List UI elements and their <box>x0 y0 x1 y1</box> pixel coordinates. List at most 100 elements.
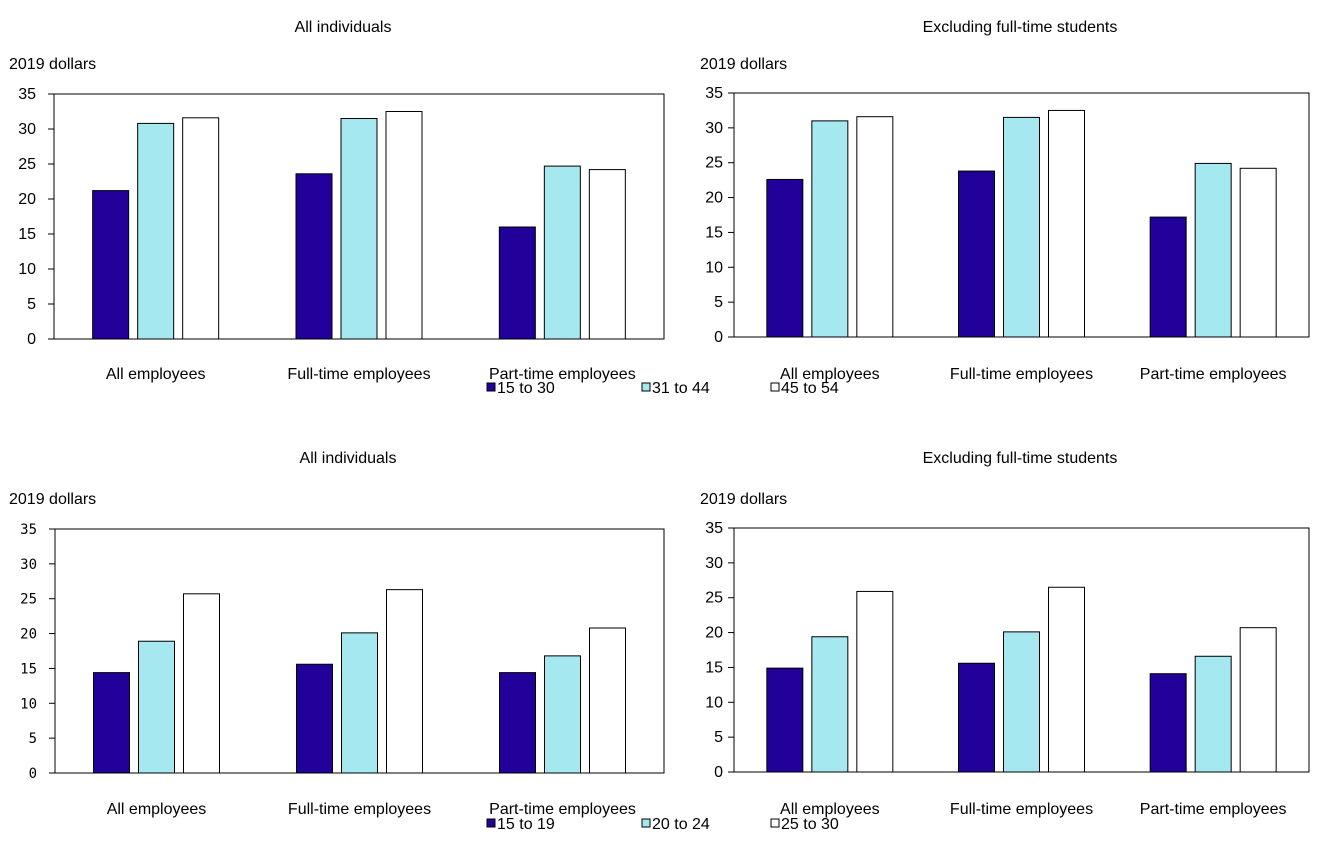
bar-3-1 <box>856 116 894 338</box>
y-tick-label: 10 <box>705 259 723 276</box>
legend-swatch <box>770 382 780 392</box>
category-label: All employees <box>107 801 207 818</box>
y-tick-label: 5 <box>29 731 37 747</box>
bar-3-2 <box>385 111 423 340</box>
bar-2-3 <box>544 655 581 774</box>
legend-swatch <box>770 818 780 828</box>
bar-2-1 <box>138 640 175 774</box>
bar-2-2 <box>340 118 378 340</box>
y-axis-label: 2019 dollars <box>700 56 787 73</box>
y-tick-label: 35 <box>20 522 37 538</box>
category-label: Full-time employees <box>950 801 1093 818</box>
category-label: Part-time employees <box>1140 801 1287 818</box>
bar-1-1 <box>93 672 130 774</box>
legend-2: 15 to 19 20 to 24 25 to 30 <box>486 816 839 833</box>
bar-1-3 <box>498 226 536 340</box>
bar-3-3 <box>588 169 626 340</box>
chart-title: Excluding full-time students <box>923 19 1118 36</box>
category-label: All employees <box>106 366 206 383</box>
y-tick-label: 25 <box>705 590 723 607</box>
bar-1-3 <box>499 672 536 774</box>
bar-3-1 <box>183 593 220 774</box>
bar-1-3 <box>1149 673 1187 773</box>
y-axis-label: 2019 dollars <box>700 491 787 508</box>
category-label: Part-time employees <box>489 366 636 383</box>
bar-2-3 <box>1194 162 1232 338</box>
y-tick-label: 35 <box>705 520 723 537</box>
y-tick-label: 20 <box>20 627 37 643</box>
bar-2-2 <box>341 632 378 774</box>
bar-2-2 <box>1003 116 1040 338</box>
bar-1-2 <box>958 170 995 338</box>
y-tick-label: 0 <box>27 331 36 348</box>
bar-3-1 <box>182 117 220 340</box>
chart-title: All individuals <box>295 19 392 36</box>
bar-1-3 <box>1149 216 1187 338</box>
y-axis-label: 2019 dollars <box>9 56 96 73</box>
y-tick-label: 10 <box>18 261 36 278</box>
y-tick-label: 25 <box>18 156 36 173</box>
y-tick-label: 15 <box>705 224 723 241</box>
category-label: Part-time employees <box>489 801 636 818</box>
category-label: All employees <box>780 366 880 383</box>
legend-label: 25 to 30 <box>781 816 839 833</box>
bar-1-1 <box>92 190 130 340</box>
y-tick-label: 0 <box>714 764 723 781</box>
y-tick-label: 5 <box>714 729 723 746</box>
y-tick-label: 25 <box>20 592 37 608</box>
legend-label: 15 to 19 <box>497 816 555 833</box>
bar-3-2 <box>1048 586 1085 773</box>
bar-2-1 <box>811 636 849 773</box>
y-tick-label: 0 <box>714 329 723 346</box>
bar-3-2 <box>1048 109 1085 338</box>
y-tick-label: 20 <box>705 625 723 642</box>
y-tick-label: 30 <box>705 555 723 572</box>
y-tick-label: 20 <box>705 190 723 207</box>
y-tick-label: 5 <box>27 296 36 313</box>
y-tick-label: 10 <box>705 694 723 711</box>
legend-label: 31 to 44 <box>652 380 710 397</box>
y-tick-label: 35 <box>18 86 36 103</box>
legend-swatch <box>486 382 496 392</box>
chart-panel-1: All individuals 2019 dollars 0 5 10 15 20 25 30 3… <box>9 19 665 383</box>
y-tick-label: 30 <box>18 121 36 138</box>
legend-label: 45 to 54 <box>781 380 839 397</box>
bar-2-1 <box>811 120 849 338</box>
y-tick-label: 30 <box>20 557 37 573</box>
chart-title: All individuals <box>300 450 397 467</box>
bar-3-2 <box>386 589 423 774</box>
y-tick-label: 25 <box>705 155 723 172</box>
y-tick-label: 15 <box>18 226 36 243</box>
y-tick-label: 15 <box>20 661 37 677</box>
bar-1-1 <box>766 667 804 773</box>
category-label: Full-time employees <box>288 801 431 818</box>
legend-label: 20 to 24 <box>652 816 710 833</box>
legend-swatch <box>486 818 496 828</box>
chart-panel-4: Excluding full-time students 2019 dollars… <box>700 450 1310 818</box>
category-label: Full-time employees <box>287 366 430 383</box>
y-tick-label: 35 <box>705 85 723 102</box>
y-tick-label: 30 <box>705 120 723 137</box>
category-label: Full-time employees <box>950 366 1093 383</box>
chart-panel-2: Excluding full-time students 2019 dollars… <box>700 19 1310 383</box>
category-label: Part-time employees <box>1140 366 1287 383</box>
bar-3-3 <box>1239 167 1277 338</box>
bar-1-2 <box>296 663 333 774</box>
chart-panel-3: All individuals 2019 dollars 0 5 10 15 20 25 30 3… <box>9 450 665 818</box>
bar-1-2 <box>295 173 333 340</box>
bar-3-3 <box>589 627 626 774</box>
bar-3-3 <box>1239 627 1277 773</box>
legend-swatch <box>641 818 651 828</box>
bar-2-3 <box>1194 655 1232 773</box>
bar-2-3 <box>543 165 581 340</box>
bar-1-2 <box>958 662 995 773</box>
y-tick-label: 10 <box>20 696 37 712</box>
bar-2-1 <box>137 122 175 340</box>
category-label: All employees <box>780 801 880 818</box>
y-tick-label: 0 <box>29 766 37 782</box>
legend-swatch <box>641 382 651 392</box>
legend-label: 15 to 30 <box>497 380 555 397</box>
y-axis-label: 2019 dollars <box>9 491 96 508</box>
bar-3-1 <box>856 590 894 773</box>
